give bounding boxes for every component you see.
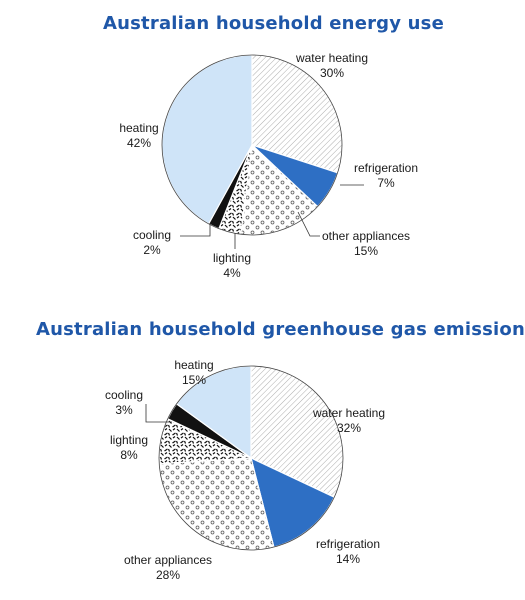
slice-label-heating: heating <box>174 358 213 372</box>
slice-label-other-appliances: other appliances <box>124 553 212 567</box>
slice-value-lighting: 8% <box>120 448 138 462</box>
slice-label-heating: heating <box>119 121 158 135</box>
slice-value-cooling: 2% <box>143 243 161 257</box>
leader-line-cooling <box>145 404 172 423</box>
slice-value-other-appliances: 15% <box>354 244 378 258</box>
slice-value-cooling: 3% <box>115 403 133 417</box>
slice-label-other-appliances: other appliances <box>322 229 410 243</box>
slice-value-lighting: 4% <box>223 266 241 280</box>
energy-use-title: Australian household energy use <box>103 13 445 34</box>
leader-line-other-appliances <box>297 211 320 237</box>
leader-line-cooling <box>180 223 211 237</box>
pie-outline <box>158 365 344 551</box>
slice-value-heating: 15% <box>182 373 206 387</box>
slice-label-water-heating: water heating <box>312 406 385 420</box>
slice-value-heating: 42% <box>127 136 151 150</box>
slice-value-water-heating: 32% <box>337 421 361 435</box>
slice-label-cooling: cooling <box>133 228 171 242</box>
slice-value-refrigeration: 14% <box>336 552 360 566</box>
emissions-title: Australian household greenhouse gas emis… <box>36 319 525 340</box>
slice-value-other-appliances: 28% <box>156 568 180 582</box>
slice-label-lighting: lighting <box>213 251 251 265</box>
energy-use-chart: Australian household energy use water he… <box>103 13 445 280</box>
slice-value-refrigeration: 7% <box>377 176 395 190</box>
slice-label-refrigeration: refrigeration <box>354 161 418 175</box>
pie-outline <box>161 54 343 236</box>
emissions-chart: Australian household greenhouse gas emis… <box>0 300 525 600</box>
slice-label-lighting: lighting <box>110 433 148 447</box>
slice-label-refrigeration: refrigeration <box>316 537 380 551</box>
slice-label-water-heating: water heating <box>295 51 368 65</box>
slice-label-cooling: cooling <box>105 388 143 402</box>
slice-value-water-heating: 30% <box>320 66 344 80</box>
